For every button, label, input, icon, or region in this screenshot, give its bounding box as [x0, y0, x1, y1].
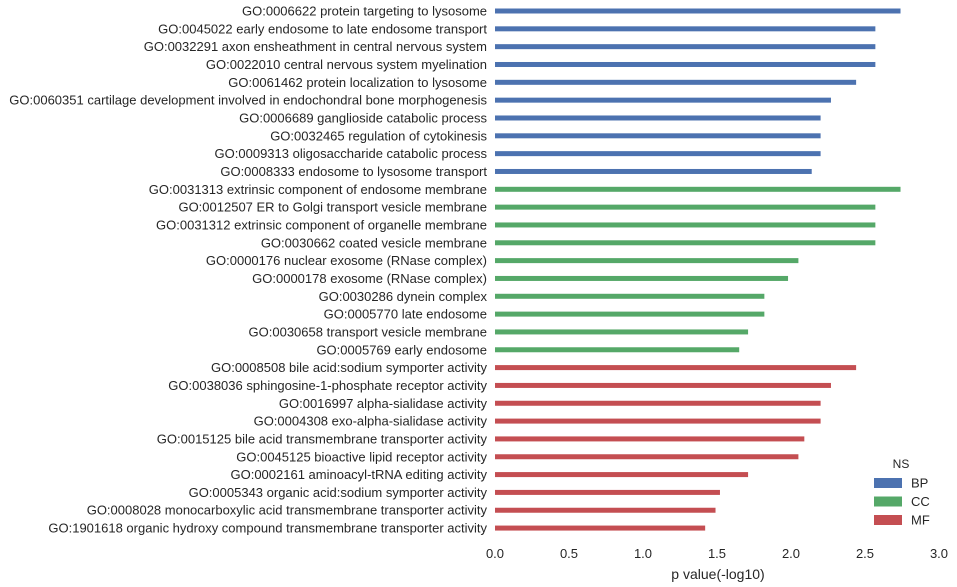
x-tick-label: 1.5: [708, 546, 726, 561]
bar-bp: [495, 168, 812, 174]
category-label: GO:0005770 late endosome: [324, 307, 487, 322]
category-label: GO:0005343 organic acid:sodium symporter…: [189, 485, 488, 500]
category-label: GO:0004308 exo-alpha-sialidase activity: [254, 414, 488, 429]
category-label: GO:0006622 protein targeting to lysosome: [242, 4, 487, 19]
category-label: GO:0022010 central nervous system myelin…: [206, 57, 487, 72]
x-tick-label: 3.0: [930, 546, 948, 561]
category-label: GO:0032465 regulation of cytokinesis: [270, 128, 487, 143]
bar-bp: [495, 115, 821, 121]
bar-cc: [495, 186, 901, 192]
category-label: GO:0030286 dynein complex: [319, 289, 488, 304]
category-label: GO:0008508 bile acid:sodium symporter ac…: [211, 360, 488, 375]
category-label: GO:0016997 alpha-sialidase activity: [279, 396, 488, 411]
category-label: GO:0009313 oligosaccharide catabolic pro…: [215, 146, 488, 161]
bar-cc: [495, 204, 876, 210]
category-label: GO:0015125 bile acid transmembrane trans…: [157, 431, 488, 446]
legend-label-bp: BP: [911, 476, 928, 491]
x-tick-label: 0.5: [560, 546, 578, 561]
bar-mf: [495, 489, 720, 495]
bar-cc: [495, 222, 876, 228]
x-tick-label: 2.5: [856, 546, 874, 561]
bar-mf: [495, 436, 805, 442]
x-tick-label: 2.0: [782, 546, 800, 561]
bars-layer: [495, 8, 901, 531]
bar-mf: [495, 507, 716, 513]
bar-mf: [495, 382, 831, 388]
legend: NS BP CC MF: [874, 457, 930, 528]
category-label: GO:0008028 monocarboxylic acid transmemb…: [87, 503, 488, 518]
bar-cc: [495, 347, 740, 353]
x-axis-title: p value(-log10): [671, 566, 764, 582]
category-label: GO:0030662 coated vesicle membrane: [261, 235, 487, 250]
bar-bp: [495, 44, 876, 50]
category-label: GO:0008333 endosome to lysosome transpor…: [220, 164, 487, 179]
category-label: GO:0005769 early endosome: [316, 342, 487, 357]
bar-mf: [495, 525, 706, 531]
x-tick-label: 0.0: [486, 546, 504, 561]
bar-cc: [495, 240, 876, 246]
category-label: GO:0060351 cartilage development involve…: [9, 93, 487, 108]
category-label: GO:0000176 nuclear exosome (RNase comple…: [206, 253, 487, 268]
bar-mf: [495, 418, 821, 424]
legend-swatch-mf: [874, 515, 902, 525]
bar-bp: [495, 79, 857, 85]
legend-label-mf: MF: [911, 513, 930, 528]
bar-cc: [495, 293, 765, 299]
category-label: GO:0030658 transport vesicle membrane: [249, 324, 487, 339]
legend-swatch-bp: [874, 478, 902, 488]
bar-bp: [495, 61, 876, 67]
bar-cc: [495, 329, 749, 335]
bar-bp: [495, 151, 821, 157]
category-label: GO:0012507 ER to Golgi transport vesicle…: [178, 200, 487, 215]
bar-mf: [495, 400, 821, 406]
bar-cc: [495, 258, 799, 264]
category-label: GO:0032291 axon ensheathment in central …: [144, 39, 487, 54]
x-axis: 0.0 0.5 1.0 1.5 2.0 2.5 3.0: [486, 546, 948, 561]
bar-bp: [495, 97, 831, 103]
category-label: GO:0038036 sphingosine-1-phosphate recep…: [168, 378, 487, 393]
bar-bp: [495, 8, 901, 14]
category-labels: GO:0006622 protein targeting to lysosome…: [9, 4, 487, 536]
legend-swatch-cc: [874, 496, 902, 507]
legend-label-cc: CC: [911, 494, 930, 509]
category-label: GO:0045125 bioactive lipid receptor acti…: [236, 449, 487, 464]
bar-cc: [495, 311, 765, 317]
category-label: GO:0006689 ganglioside catabolic process: [239, 110, 487, 125]
bar-mf: [495, 472, 749, 478]
category-label: GO:0031313 extrinsic component of endoso…: [149, 182, 487, 197]
category-label: GO:0031312 extrinsic component of organe…: [156, 217, 487, 232]
category-label: GO:0045022 early endosome to late endoso…: [158, 21, 487, 36]
category-label: GO:0002161 aminoacyl-tRNA editing activi…: [230, 467, 487, 482]
bar-bp: [495, 26, 876, 32]
category-label: GO:1901618 organic hydroxy compound tran…: [48, 521, 487, 536]
legend-title: NS: [893, 457, 910, 471]
bar-bp: [495, 133, 821, 139]
bar-cc: [495, 275, 789, 281]
category-label: GO:0061462 protein localization to lysos…: [228, 75, 487, 90]
x-tick-label: 1.0: [634, 546, 652, 561]
bar-mf: [495, 454, 799, 460]
category-label: GO:0000178 exosome (RNase complex): [252, 271, 487, 286]
bar-mf: [495, 365, 857, 371]
